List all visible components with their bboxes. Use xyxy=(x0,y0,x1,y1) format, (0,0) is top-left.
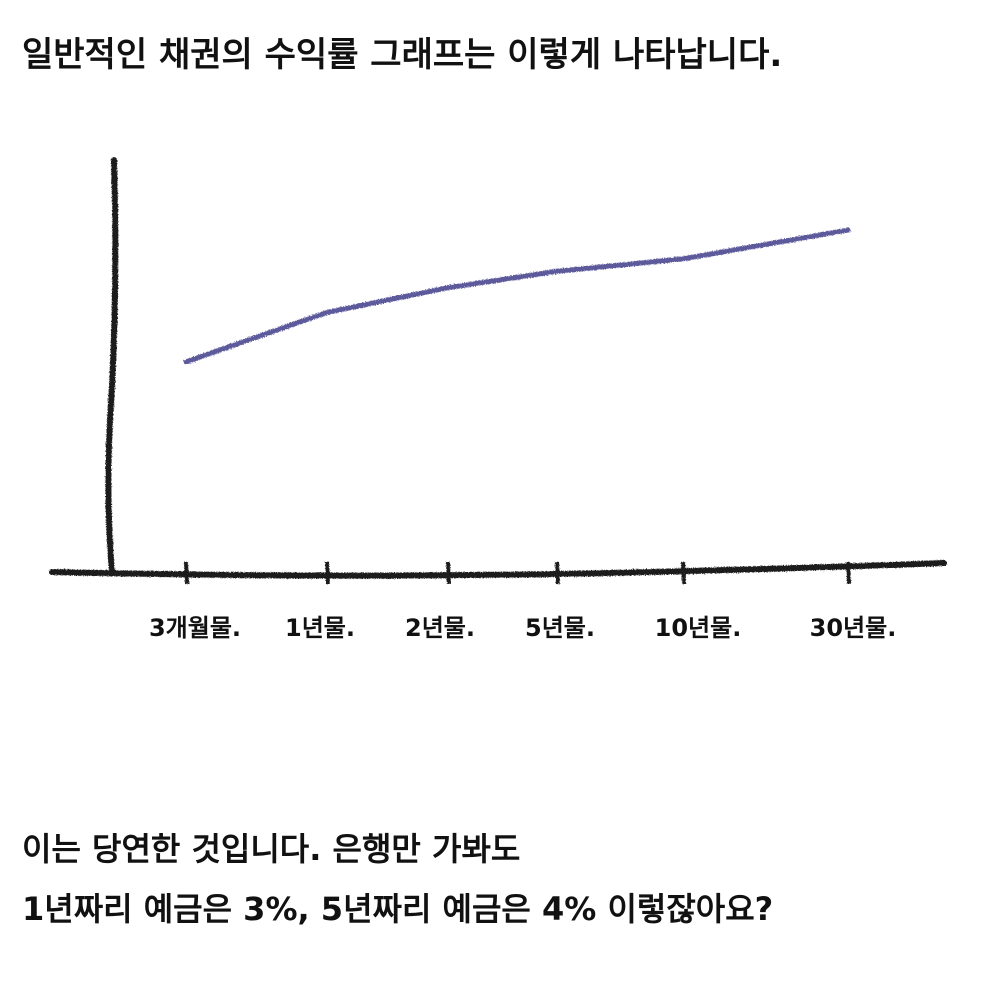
x-tick-label: 5년물. xyxy=(525,614,595,642)
labels: 3개월물. 1년물. 2년물. 5년물. 10년물. 30년물. xyxy=(149,614,896,642)
x-tick-label: 1년물. xyxy=(285,614,355,642)
x-tick-label: 3개월물. xyxy=(149,614,241,642)
x-tick-label: 2년물. xyxy=(405,614,475,642)
body-text: 이는 당연한 것입니다. 은행만 가봐도 xyxy=(22,830,520,868)
x-tick-label: 10년물. xyxy=(655,614,742,642)
x-axis xyxy=(49,560,947,579)
chart-title: 일반적인 채권의 수익률 그래프는 이렇게 나타납니다. xyxy=(22,35,782,75)
y-axis xyxy=(105,157,119,575)
plot xyxy=(183,227,851,585)
data-line xyxy=(183,227,851,365)
x-tick xyxy=(681,561,686,585)
x-tick xyxy=(555,561,560,585)
body-text: 1년짜리 예금은 3%, 5년짜리 예금은 4% 이렇잖아요? xyxy=(22,890,773,928)
x-tick xyxy=(846,561,851,585)
x-tick xyxy=(325,561,330,585)
x-tick xyxy=(184,561,189,585)
axes xyxy=(49,157,947,579)
x-tick xyxy=(446,561,451,585)
x-tick-label: 30년물. xyxy=(810,614,897,642)
